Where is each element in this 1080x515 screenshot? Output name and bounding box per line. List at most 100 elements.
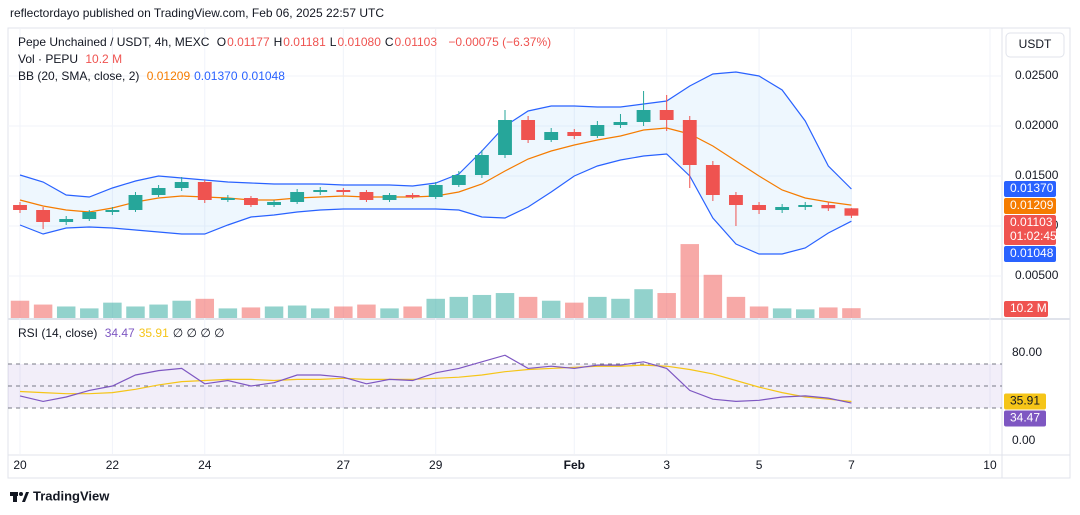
y-tick-label: 0.00500 (1015, 268, 1059, 282)
candle-body (544, 132, 559, 140)
price-pane (8, 29, 1002, 454)
bb-value: 0.01048 (241, 69, 285, 83)
x-tick-label: 24 (198, 458, 212, 472)
countdown: 01:02:45 (1010, 229, 1057, 243)
close-label-box (1004, 215, 1056, 245)
symbol: Pepe Unchained / USDT, 4h, MEXC (18, 35, 210, 49)
logo (10, 492, 29, 502)
bb-value: 0.01209 (146, 69, 191, 83)
volume-bar (541, 300, 561, 318)
volume-bar (772, 308, 792, 318)
volume-bar (241, 307, 261, 318)
candle-body (105, 210, 120, 212)
ohlc-value: 0.01177 (227, 35, 270, 49)
volume-bar (33, 304, 53, 318)
y-tick-label: 0.02000 (1015, 118, 1059, 132)
ohlc-value: 0.01181 (283, 35, 326, 49)
volume-bar (565, 302, 584, 318)
volume-label: 10.2 M (1010, 301, 1047, 315)
candle-body (590, 125, 605, 136)
publisher: reflectordayo published on TradingView.c… (10, 6, 384, 20)
rsi-legend: RSI (14, close) 34.47 35.91 ∅ ∅ ∅ ∅ (18, 326, 229, 340)
rsi-extra: ∅ ∅ ∅ ∅ (172, 326, 225, 340)
volume-bar (56, 306, 76, 318)
rsi-title: RSI (14, close) (18, 326, 98, 340)
candle-body (244, 198, 258, 205)
currency[interactable]: USDT (1019, 37, 1052, 51)
x-tick-label: 20 (13, 458, 27, 472)
ohlc-key: L (329, 35, 337, 49)
candle-body (613, 122, 628, 125)
volume-bar (287, 305, 307, 318)
volume-bar (472, 294, 492, 318)
volume-bar (518, 296, 538, 318)
bb-lower-label: 0.01048 (1010, 246, 1054, 260)
volume-bar (126, 306, 145, 318)
volume-legend: Vol · PEPU 10.2 M (18, 52, 126, 66)
candle-body (821, 205, 836, 209)
volume-value: 10.2 M (85, 52, 123, 66)
bb-value: 0.01370 (194, 69, 238, 83)
bb-upper-label: 0.01370 (1010, 181, 1054, 195)
candle-body (313, 190, 328, 192)
rsi-tick-label: 80.00 (1012, 345, 1042, 359)
ohlc-key: H (273, 35, 283, 49)
candle-body (451, 175, 466, 185)
candle-body (498, 120, 512, 155)
bb-legend: BB (20, SMA, close, 2) 0.01209 0.01370 0.0… (18, 69, 289, 83)
x-tick-label: 22 (106, 458, 120, 472)
bb-basis-label-box (1004, 198, 1056, 214)
ohlc-value: 0.01080 (337, 35, 381, 49)
volume-bar (103, 302, 122, 318)
volume-bar (611, 298, 630, 318)
chart-frame (7, 27, 1071, 479)
bb-upper-label-box (1004, 181, 1056, 197)
rsi-label: 35.91 (1010, 394, 1040, 408)
volume-bar (311, 308, 330, 318)
rsi-line (19, 354, 852, 404)
bb-lower-label-box (1004, 246, 1056, 262)
candle-body (752, 205, 766, 210)
x-tick-label: 5 (756, 458, 763, 472)
rsi-value: 35.91 (138, 326, 169, 340)
candle-body (844, 208, 859, 216)
ohlc-key: C (384, 35, 394, 49)
currency-button[interactable] (1005, 32, 1065, 58)
volume-bar (795, 309, 815, 318)
candle-body (359, 192, 374, 200)
bb-basis-label: 0.01209 (1010, 198, 1054, 212)
brand: TradingView (33, 488, 110, 503)
x-tick-label: 10 (983, 458, 997, 472)
volume-bar (334, 306, 353, 318)
volume-bar (149, 304, 168, 318)
candle-body (682, 120, 697, 165)
candle-body (798, 205, 813, 207)
candle-body (428, 185, 443, 197)
candle-body (267, 202, 281, 205)
x-tick-label: 29 (429, 458, 443, 472)
volume-bar (588, 296, 607, 318)
candle-body (567, 132, 582, 136)
candle-body (197, 182, 212, 200)
candle-body (336, 190, 351, 192)
x-tick-label: Feb (564, 458, 585, 472)
volume-bar (10, 300, 30, 318)
volume-bar (357, 304, 376, 318)
candle-body (174, 182, 189, 188)
candle-body (13, 205, 27, 210)
candle-body (382, 195, 397, 200)
candle-body (290, 192, 305, 202)
candle-body (521, 120, 536, 140)
bb-title: BB (20, SMA, close, 2) (18, 69, 140, 83)
close-label: 0.01103 (1010, 215, 1053, 229)
candle-body (775, 207, 790, 210)
volume-bar (726, 296, 746, 318)
volume-bar (842, 308, 861, 318)
y-tick-label: 0.01500 (1015, 168, 1059, 182)
candle-body (729, 195, 743, 205)
rsi-label-box (1004, 410, 1046, 427)
y-tick-label: 0.02500 (1015, 68, 1059, 82)
volume-bar (264, 306, 284, 318)
candle-body (705, 165, 720, 195)
